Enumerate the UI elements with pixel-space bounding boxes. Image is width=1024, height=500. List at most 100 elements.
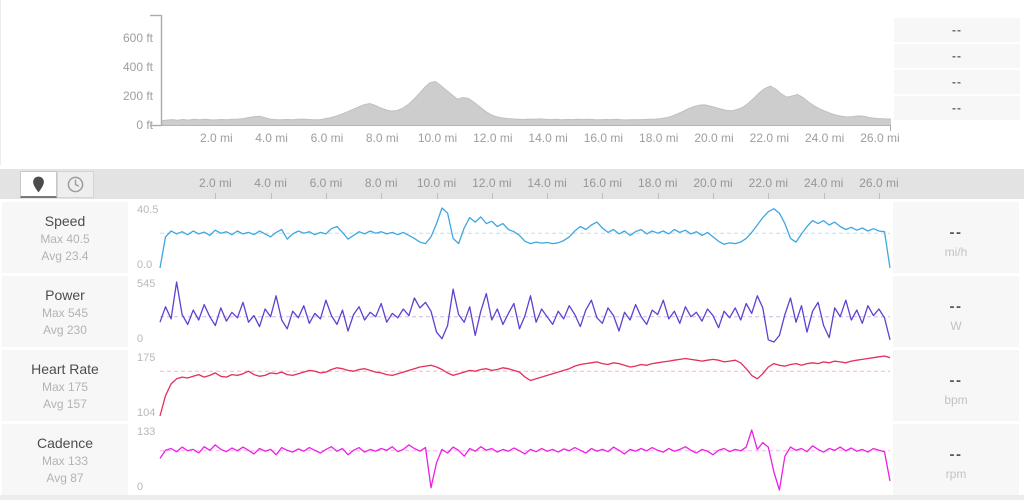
metric-current-value: --	[949, 224, 963, 241]
time-mode-button[interactable]	[57, 171, 94, 198]
metric-line-chart[interactable]	[128, 202, 891, 273]
metric-title: Speed	[44, 213, 86, 229]
metric-max-label: Max 545	[41, 306, 89, 320]
metric-value-panel: -- mi/h	[893, 202, 1019, 273]
toolbar-x-tick-mark	[325, 193, 327, 199]
metric-line-chart[interactable]	[128, 276, 891, 347]
y-axis-max-label: 545	[137, 278, 156, 290]
elevation-x-tick-label: 20.0 mi	[694, 131, 734, 145]
elevation-x-tick-label: 4.0 mi	[255, 131, 288, 145]
metric-unit: mi/h	[944, 245, 968, 259]
elevation-x-tick-label: 8.0 mi	[365, 131, 399, 145]
metric-avg-label: Avg 23.4	[41, 249, 89, 263]
y-axis-min-label: 0.0	[137, 259, 153, 271]
y-axis-max-label: 133	[137, 426, 156, 438]
metric-chart-area: 40.5 0.0	[128, 202, 891, 273]
metric-unit: rpm	[945, 467, 967, 481]
elevation-x-tick-label: 24.0 mi	[804, 131, 845, 145]
toolbar-x-tick-label: 22.0 mi	[748, 176, 789, 190]
elevation-y-tick-label: 400 ft	[122, 60, 153, 74]
toolbar-x-tick-mark	[215, 193, 217, 199]
metric-chart-area: 133 0	[128, 424, 891, 495]
metric-current-value: --	[949, 298, 963, 315]
y-axis-min-label: 0	[137, 481, 144, 493]
toolbar-x-tick-mark	[436, 193, 438, 199]
toolbar-x-tick-mark	[381, 193, 383, 199]
metric-line-chart[interactable]	[128, 350, 891, 421]
metric-current-value: --	[949, 446, 963, 463]
elevation-x-tick-label: 14.0 mi	[528, 131, 568, 145]
elevation-x-tick-label: 16.0 mi	[583, 131, 624, 145]
elevation-x-tick-label: 12.0 mi	[473, 131, 513, 145]
elevation-x-tick-label: 6.0 mi	[310, 131, 344, 145]
clock-icon	[67, 176, 84, 193]
toolbar-x-tick-mark	[713, 193, 715, 199]
elevation-x-tick-label: 26.0 mi	[860, 131, 900, 145]
toolbar-x-tick-label: 16.0 mi	[582, 176, 623, 190]
metric-row-power: Power Max 545 Avg 230 545 0 -- W	[0, 276, 1024, 347]
toolbar-x-tick-label: 14.0 mi	[527, 176, 567, 190]
elevation-x-tick-label: 18.0 mi	[639, 131, 679, 145]
toolbar-x-tick-label: 2.0 mi	[198, 176, 232, 190]
y-axis-min-label: 0	[137, 333, 144, 345]
toolbar-x-tick-label: 24.0 mi	[803, 176, 844, 190]
metric-value-panel: -- W	[893, 276, 1019, 347]
toolbar-x-tick-label: 8.0 mi	[364, 176, 398, 190]
elevation-chart[interactable]	[1, 0, 1024, 165]
elevation-x-tick-label: 10.0 mi	[417, 131, 458, 145]
bottom-scrollbar-track[interactable]	[0, 495, 1024, 500]
metric-title: Heart Rate	[31, 361, 99, 377]
toolbar-x-tick-mark	[491, 193, 493, 199]
y-axis-min-label: 104	[137, 407, 156, 419]
summary-value-row: --	[894, 44, 1020, 68]
elevation-chart-section: 600 ft 400 ft 200 ft 0 ft 2.0 mi 4.0 mi 6.0 m…	[0, 0, 1024, 165]
y-axis-max-label: 40.5	[137, 204, 159, 216]
metric-title: Cadence	[36, 435, 94, 451]
summary-value-row: --	[894, 96, 1020, 120]
toolbar-x-tick-mark	[657, 193, 659, 199]
y-axis-max-label: 175	[137, 352, 156, 364]
metric-title: Power	[45, 287, 85, 303]
metric-unit: W	[950, 319, 962, 333]
axis-mode-toggle	[20, 171, 94, 198]
summary-value-row: --	[894, 70, 1020, 94]
elevation-y-tick-label: 600 ft	[122, 31, 153, 45]
toolbar-x-tick-label: 20.0 mi	[693, 176, 733, 190]
chart-toolbar: 2.0 mi 4.0 mi 6.0 mi 8.0 mi 10.0 mi 12.0 mi 14…	[0, 169, 1024, 199]
toolbar-x-tick-label: 12.0 mi	[472, 176, 512, 190]
metric-chart-area: 175 104	[128, 350, 891, 421]
metric-value-panel: -- bpm	[893, 350, 1019, 421]
toolbar-x-tick-label: 10.0 mi	[416, 176, 457, 190]
metric-row-speed: Speed Max 40.5 Avg 23.4 40.5 0.0 -- mi/h	[0, 202, 1024, 273]
metric-info-panel: Power Max 545 Avg 230	[2, 276, 128, 347]
elevation-x-tick-label: 22.0 mi	[749, 131, 790, 145]
metric-line-chart[interactable]	[128, 424, 891, 495]
toolbar-x-tick-mark	[823, 193, 825, 199]
elevation-y-tick-label: 0 ft	[136, 118, 153, 132]
metric-info-panel: Cadence Max 133 Avg 87	[2, 424, 128, 495]
metric-row-heart-rate: Heart Rate Max 175 Avg 157 175 104 -- bpm	[0, 350, 1024, 421]
metric-value-panel: -- rpm	[893, 424, 1019, 495]
summary-value-row: --	[894, 18, 1020, 42]
toolbar-x-tick-mark	[270, 193, 272, 199]
toolbar-x-tick-label: 18.0 mi	[638, 176, 678, 190]
toolbar-x-tick-label: 6.0 mi	[309, 176, 343, 190]
distance-mode-button[interactable]	[20, 171, 57, 198]
toolbar-x-tick-mark	[547, 193, 549, 199]
elevation-x-tick-label: 2.0 mi	[199, 131, 233, 145]
map-pin-icon	[33, 176, 44, 192]
metric-avg-label: Avg 87	[46, 471, 84, 485]
toolbar-x-tick-label: 26.0 mi	[859, 176, 899, 190]
metric-max-label: Max 133	[41, 454, 89, 468]
metric-avg-label: Avg 230	[43, 323, 87, 337]
metric-info-panel: Heart Rate Max 175 Avg 157	[2, 350, 128, 421]
metric-info-panel: Speed Max 40.5 Avg 23.4	[2, 202, 128, 273]
toolbar-x-tick-mark	[878, 193, 880, 199]
elevation-y-tick-label: 200 ft	[122, 89, 153, 103]
metric-current-value: --	[949, 372, 963, 389]
metric-row-cadence: Cadence Max 133 Avg 87 133 0 -- rpm	[0, 424, 1024, 495]
toolbar-x-tick-mark	[768, 193, 770, 199]
metric-unit: bpm	[944, 393, 968, 407]
toolbar-x-tick-mark	[602, 193, 604, 199]
toolbar-x-tick-label: 4.0 mi	[254, 176, 287, 190]
